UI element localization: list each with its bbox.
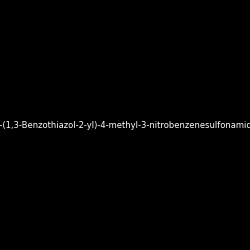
Text: N-(1,3-Benzothiazol-2-yl)-4-methyl-3-nitrobenzenesulfonamide: N-(1,3-Benzothiazol-2-yl)-4-methyl-3-nit… xyxy=(0,120,250,130)
